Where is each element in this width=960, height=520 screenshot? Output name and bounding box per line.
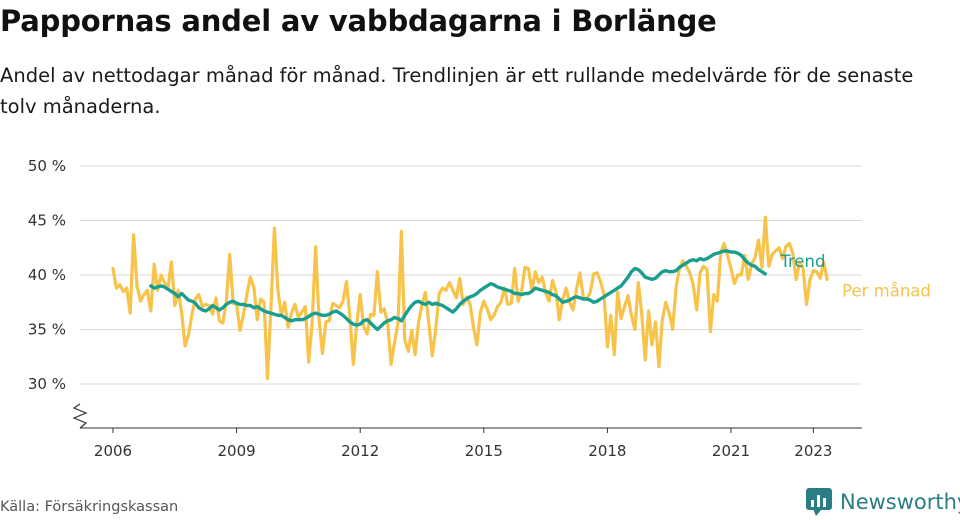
page-subtitle: Andel av nettodagar månad för månad. Tre… [0, 64, 914, 118]
grid-lines [80, 165, 862, 385]
x-tick-label: 2009 [218, 442, 256, 460]
monthly-label: Per månad [842, 281, 931, 300]
series-lines [111, 215, 829, 381]
monthly-line [111, 215, 829, 381]
y-tick-labels: 30 % 35 % 40 % 45 % 50 % [28, 157, 66, 393]
x-tick-label: 2018 [588, 442, 626, 460]
y-tick-label: 40 % [28, 266, 66, 284]
newsworthy-logo[interactable]: Newsworthy [806, 488, 960, 516]
bar-chart-bubble-icon [806, 488, 832, 516]
x-tick-label: 2015 [465, 442, 503, 460]
x-tick-labels: 2006 2009 2012 2015 2018 2021 2023 [94, 428, 832, 460]
axes [72, 403, 862, 429]
x-tick-label: 2012 [341, 442, 379, 460]
source-note: Källa: Försäkringskassan [0, 499, 179, 515]
trend-line [149, 249, 767, 332]
y-tick-label: 45 % [28, 212, 66, 230]
x-tick-label: 2021 [712, 442, 750, 460]
x-tick-label: 2006 [94, 442, 132, 460]
y-tick-label: 35 % [28, 321, 66, 339]
y-tick-label: 50 % [28, 157, 66, 175]
page-title: Pappornas andel av vabbdagarna i Borläng… [0, 4, 717, 38]
y-tick-label: 30 % [28, 375, 66, 393]
trend-label: Trend [779, 252, 825, 271]
brand-label: Newsworthy [840, 490, 960, 514]
x-tick-label: 2023 [794, 442, 832, 460]
axis-break-mark [72, 403, 88, 429]
series-labels: Trend Per månad [779, 252, 931, 300]
